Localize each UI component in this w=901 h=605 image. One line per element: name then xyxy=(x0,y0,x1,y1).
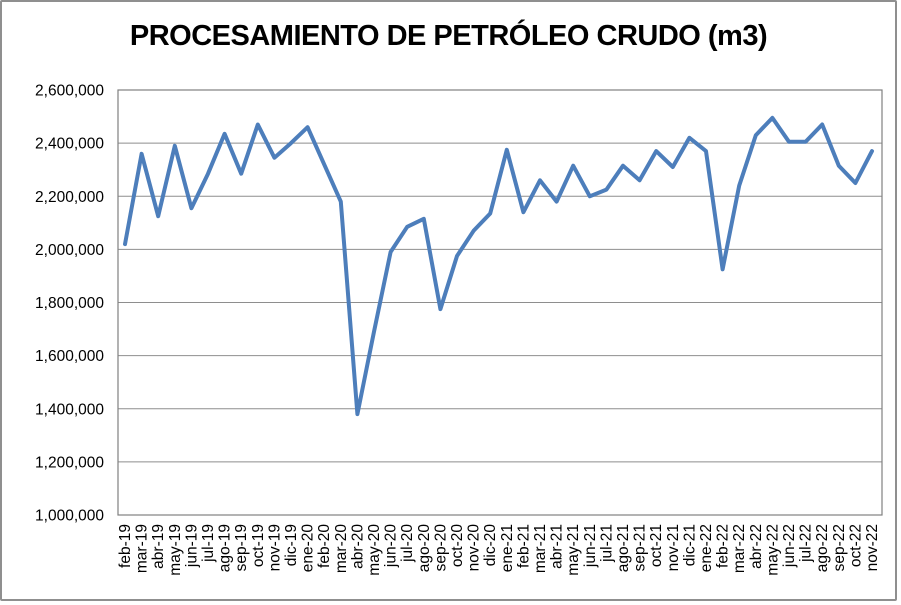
x-axis-labels: feb-19 mar-19 abr-19 may-19 jun-19 jul-19 ago-… xyxy=(117,524,881,576)
y-axis-label: 1,400,000 xyxy=(35,401,104,418)
x-axis-label: ene-22 xyxy=(698,524,715,572)
x-axis-label: nov-22 xyxy=(864,524,881,571)
x-axis-label: sep-22 xyxy=(831,524,848,571)
x-axis-label: oct-21 xyxy=(648,524,665,567)
y-axis-label: 2,400,000 xyxy=(35,136,104,153)
x-axis-label: mar-19 xyxy=(134,524,151,573)
x-axis-label: feb-21 xyxy=(515,524,532,568)
y-axis-label: 2,200,000 xyxy=(35,189,104,206)
x-axis-label: may-19 xyxy=(167,524,184,576)
x-axis-label: oct-22 xyxy=(847,524,864,567)
chart-title: PROCESAMIENTO DE PETRÓLEO CRUDO (m3) xyxy=(129,20,768,52)
x-axis-label: ene-20 xyxy=(300,524,317,573)
x-axis-label: may-21 xyxy=(565,524,582,576)
y-axis-label: 1,600,000 xyxy=(35,348,104,365)
x-axis-label: dic-19 xyxy=(283,524,300,566)
x-axis-label: sep-21 xyxy=(632,524,649,571)
x-axis-label: dic-21 xyxy=(681,524,698,566)
x-axis-label: ago-20 xyxy=(416,524,433,573)
x-axis-label: jun-19 xyxy=(183,524,200,568)
x-axis-label: mar-20 xyxy=(333,524,350,573)
x-axis-label: feb-22 xyxy=(715,524,732,568)
x-axis-label: sep-19 xyxy=(233,524,250,571)
x-axis-label: ago-22 xyxy=(814,524,831,572)
x-axis-label: oct-20 xyxy=(449,524,466,567)
x-axis-label: ago-19 xyxy=(217,524,234,572)
x-axis-label: abr-19 xyxy=(150,524,167,569)
x-axis-label: mar-22 xyxy=(731,524,748,573)
x-axis-label: jun-20 xyxy=(383,524,400,568)
x-axis-label: nov-20 xyxy=(466,524,483,572)
x-axis-label: sep-20 xyxy=(432,524,449,572)
y-axis-label: 2,600,000 xyxy=(35,83,104,100)
x-axis-label: jul-19 xyxy=(200,524,217,563)
y-axis-label: 1,200,000 xyxy=(35,454,104,471)
x-axis-label: feb-20 xyxy=(316,524,333,568)
x-axis-label: feb-19 xyxy=(117,524,134,568)
plot-border xyxy=(117,89,883,516)
y-axis-labels: 1,000,000 1,200,000 1,400,000 1,600,000 1,80… xyxy=(35,83,104,525)
x-axis-label: oct-19 xyxy=(250,524,267,567)
x-axis-label: jun-21 xyxy=(582,524,599,568)
x-axis-label: jul-22 xyxy=(798,524,815,563)
y-axis-label: 1,000,000 xyxy=(35,508,104,525)
y-axis-label: 2,000,000 xyxy=(35,242,104,259)
x-axis-label: mar-21 xyxy=(532,524,549,573)
x-axis-label: jun-22 xyxy=(781,524,798,568)
x-axis-label: jul-20 xyxy=(399,524,416,563)
x-axis-label: abr-22 xyxy=(748,524,765,569)
x-axis-label: jul-21 xyxy=(598,524,615,563)
x-axis-label: dic-20 xyxy=(482,524,499,567)
x-axis-label: may-22 xyxy=(764,524,781,576)
x-axis-label: nov-19 xyxy=(266,524,283,571)
x-axis-label: may-20 xyxy=(366,524,383,576)
data-line-series xyxy=(123,115,874,417)
x-axis-label: abr-20 xyxy=(349,524,366,569)
x-axis-label: abr-21 xyxy=(549,524,566,569)
x-axis-label: ago-21 xyxy=(615,524,632,572)
x-axis-label: nov-21 xyxy=(665,524,682,571)
x-axis-label: ene-21 xyxy=(499,524,516,572)
y-axis-label: 1,800,000 xyxy=(35,295,104,312)
